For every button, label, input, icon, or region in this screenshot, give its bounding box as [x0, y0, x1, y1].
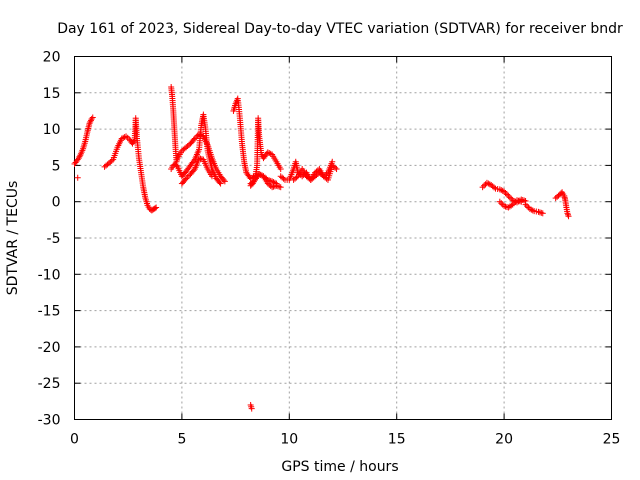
data-point	[481, 182, 488, 189]
y-axis-tick-labels: -30 -25 -20 -15 -10 -5 0 5 10 15 20	[38, 50, 61, 429]
data-point	[518, 198, 525, 205]
y-tick-label: -20	[38, 340, 61, 356]
data-point	[505, 192, 512, 199]
y-tick-label: 10	[43, 122, 61, 138]
y-tick-label: 20	[43, 50, 61, 66]
data-point	[529, 207, 536, 214]
data-point	[88, 115, 95, 122]
data-point	[479, 184, 486, 191]
data-point	[498, 187, 505, 194]
data-point	[526, 205, 533, 212]
data-point	[152, 205, 159, 212]
y-tick-label: -25	[38, 376, 61, 392]
y-tick-label: -15	[38, 304, 61, 320]
data-point	[208, 173, 215, 180]
data-point	[503, 191, 510, 198]
data-point	[220, 177, 227, 184]
data-point	[182, 176, 189, 183]
data-point	[323, 170, 330, 177]
y-tick-label: 5	[52, 158, 61, 174]
data-point	[506, 194, 513, 201]
data-point	[153, 204, 160, 211]
axis-ticks	[74, 56, 612, 420]
y-tick-label: 0	[52, 195, 61, 211]
data-point	[190, 158, 197, 165]
data-points	[71, 83, 572, 412]
data-point	[74, 174, 81, 181]
data-point	[173, 162, 180, 169]
data-point	[509, 201, 516, 208]
data-point	[524, 203, 531, 210]
x-tick-label: 20	[495, 432, 513, 448]
x-tick-label: 25	[603, 432, 621, 448]
data-point	[491, 184, 498, 191]
data-point	[184, 174, 191, 181]
data-point	[293, 174, 300, 181]
data-point	[256, 171, 263, 178]
data-point	[267, 150, 274, 157]
data-point	[217, 180, 224, 187]
x-tick-label: 15	[388, 432, 406, 448]
data-point	[248, 405, 255, 412]
data-point	[483, 179, 490, 186]
data-point	[511, 200, 518, 207]
data-point	[216, 179, 223, 186]
data-point	[522, 201, 529, 208]
data-point	[259, 172, 266, 179]
y-tick-label: 15	[43, 86, 61, 102]
data-point	[86, 120, 93, 127]
y-tick-label: -30	[38, 413, 61, 429]
y-tick-label: -10	[38, 267, 61, 283]
chart-title: Day 161 of 2023, Sidereal Day-to-day VTE…	[57, 21, 623, 37]
data-point	[186, 172, 193, 179]
data-point	[565, 213, 572, 220]
x-axis-tick-labels: 0 5 10 15 20 25	[70, 432, 620, 448]
data-point	[191, 135, 198, 142]
data-point	[118, 135, 125, 142]
data-point	[485, 180, 492, 187]
data-point	[250, 178, 257, 185]
data-point	[501, 188, 508, 195]
y-axis-label: SDTVAR / TECUs	[5, 181, 21, 296]
data-point	[75, 155, 82, 162]
data-point	[87, 118, 94, 125]
data-point	[502, 189, 509, 196]
data-point	[329, 158, 336, 165]
data-point	[269, 178, 276, 185]
data-point	[277, 184, 284, 191]
data-point	[332, 164, 339, 171]
data-point	[528, 206, 535, 213]
data-point	[277, 166, 284, 173]
data-point	[266, 150, 273, 157]
data-point	[264, 149, 271, 156]
x-axis-label: GPS time / hours	[281, 459, 398, 475]
data-point	[496, 186, 503, 193]
data-point	[183, 175, 190, 182]
data-point	[193, 134, 200, 141]
data-point	[77, 152, 84, 159]
y-tick-label: -5	[47, 231, 61, 247]
data-point	[498, 200, 505, 207]
data-point	[565, 211, 572, 218]
data-point	[76, 153, 83, 160]
data-point	[564, 210, 571, 217]
data-point	[221, 178, 228, 185]
data-point	[108, 157, 115, 164]
data-point	[496, 198, 503, 205]
data-point	[539, 210, 546, 217]
data-point	[121, 134, 128, 141]
x-tick-label: 10	[280, 432, 298, 448]
data-point	[89, 114, 96, 121]
data-point	[190, 136, 197, 143]
data-point	[333, 166, 340, 173]
data-point	[247, 175, 254, 182]
data-point	[257, 171, 264, 178]
x-tick-label: 0	[70, 432, 79, 448]
data-point	[280, 175, 287, 182]
x-tick-label: 5	[177, 432, 186, 448]
grid	[74, 56, 612, 420]
